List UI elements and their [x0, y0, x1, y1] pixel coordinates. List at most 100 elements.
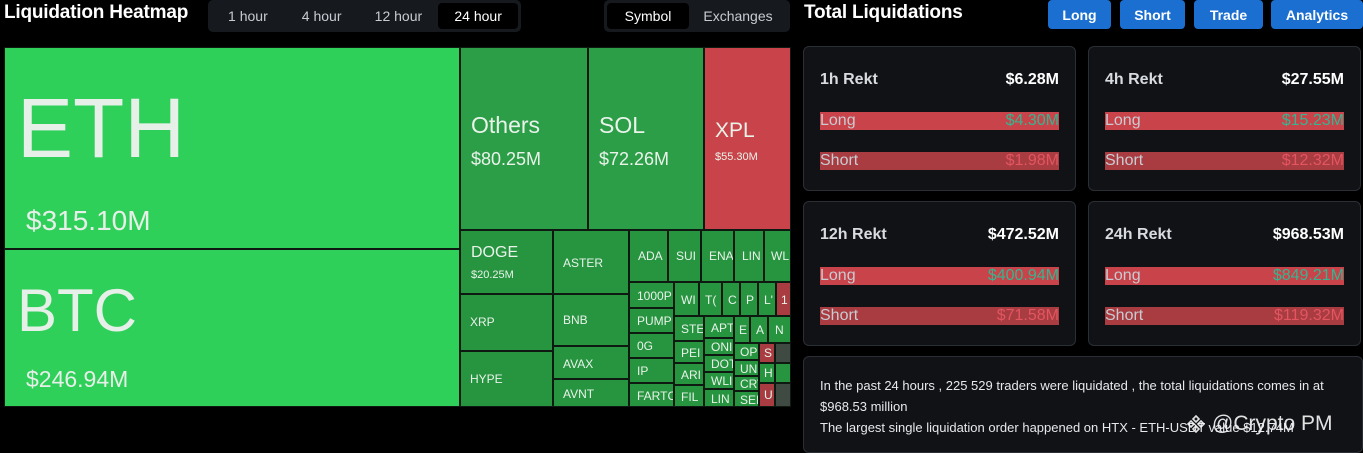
tile-sui[interactable]: SUI [668, 230, 701, 282]
tile-ada[interactable]: ADA [629, 230, 668, 282]
tile-symbol: XRP [470, 315, 495, 329]
analytics-button[interactable]: Analytics [1271, 0, 1363, 29]
tile-symbol: SUI [676, 249, 697, 263]
tile-l[interactable]: L' [758, 282, 776, 316]
tile-symbol: Others [471, 112, 541, 138]
tile-symbol: FIL [681, 390, 699, 404]
tile-symbol: P [746, 293, 755, 307]
tab-24-hour[interactable]: 24 hour [438, 3, 518, 29]
tile-u[interactable]: U [759, 383, 775, 407]
long-value: $4.30M [1005, 112, 1059, 129]
tile-misc-2[interactable] [775, 363, 791, 383]
card-12h-rekt: 12h Rekt $472.52M Long $400.94M Short $71.5… [803, 201, 1076, 346]
card-title: 1h Rekt [820, 71, 878, 88]
short-button[interactable]: Short [1120, 0, 1185, 29]
short-label: Short [1105, 307, 1144, 324]
trade-button[interactable]: Trade [1194, 0, 1263, 29]
tile-pump[interactable]: PUMP [629, 308, 674, 333]
tile-dot[interactable]: DOT [704, 355, 734, 372]
tile-ar[interactable]: ARI [674, 363, 704, 385]
tile-fartcoin[interactable]: FARTC [629, 383, 674, 407]
long-value: $15.23M [1281, 112, 1344, 129]
tile-symbol: APT [711, 321, 734, 335]
tile-ip[interactable]: IP [629, 358, 674, 383]
tile-s[interactable]: S [759, 343, 775, 363]
tile-symbol: XPL [715, 119, 755, 142]
tile-lin[interactable]: LIN [734, 230, 764, 282]
tile-avnt[interactable]: AVNT [553, 379, 629, 407]
tile-symbol: WI [681, 293, 696, 307]
card-total: $968.53M [1272, 226, 1344, 243]
tile-ena[interactable]: ENA [701, 230, 734, 282]
tile-eth[interactable]: ETH $315.10M [4, 47, 460, 249]
tile-t[interactable]: T( [699, 282, 722, 316]
tile-cr[interactable]: CRV [734, 376, 759, 391]
tab-4-hour[interactable]: 4 hour [301, 8, 342, 24]
long-button[interactable]: Long [1048, 0, 1111, 29]
tile-others[interactable]: Others $80.25M [460, 47, 588, 230]
tile-symbol: L' [764, 293, 773, 307]
tab-12-hour[interactable]: 12 hour [374, 8, 423, 24]
tile-symbol: BNB [563, 313, 588, 327]
tile-misc-3[interactable] [775, 383, 791, 407]
tile-wl[interactable]: WL [764, 230, 791, 282]
tile-sei[interactable]: SEI [734, 391, 759, 407]
tile-symbol: 1 [781, 293, 788, 307]
tile-avax[interactable]: AVAX [553, 346, 629, 379]
view-mode-selector: Symbol Exchanges [604, 0, 790, 32]
tile-aster[interactable]: ASTER [553, 230, 629, 294]
tile-ond[interactable]: ONI [704, 338, 734, 355]
tile-n[interactable]: N [768, 316, 791, 343]
tile-0g[interactable]: 0G [629, 333, 674, 358]
tile-value: $80.25M [471, 149, 542, 169]
tile-lin-2[interactable]: LIN [704, 389, 734, 407]
tile-e[interactable]: E [734, 316, 750, 343]
card-4h-rekt: 4h Rekt $27.55M Long $15.23M Short $12.32M [1088, 46, 1361, 191]
tile-misc-1[interactable] [775, 343, 791, 363]
tile-ste[interactable]: STE [674, 316, 704, 341]
tile-symbol: PUMP [637, 314, 672, 328]
tile-h[interactable]: H [759, 363, 775, 383]
binance-logo-icon [1186, 414, 1206, 434]
tile-fil[interactable]: FIL [674, 385, 704, 407]
tab-1-hour[interactable]: 1 hour [228, 8, 268, 24]
tile-symbol: DOT [711, 357, 734, 371]
tile-wi[interactable]: WI [674, 282, 699, 316]
card-24h-rekt: 24h Rekt $968.53M Long $849.21M Short $119.… [1088, 201, 1361, 346]
tile-symbol: DOGE [471, 244, 519, 261]
tile-apt[interactable]: APT [704, 316, 734, 338]
tile-wld[interactable]: WLI [704, 372, 734, 389]
time-range-selector: 1 hour 4 hour 12 hour 24 hour [208, 0, 521, 32]
watermark-text: @Crypto PM [1212, 412, 1333, 435]
tile-xpl[interactable]: XPL $55.30M [704, 47, 791, 230]
tile-value: $315.10M [26, 205, 151, 236]
tile-btc[interactable]: BTC $246.94M [4, 249, 460, 407]
card-total: $6.28M [1005, 71, 1059, 88]
tile-symbol: S [764, 346, 773, 360]
card-total: $27.55M [1281, 71, 1344, 88]
tile-symbol: HYPE [470, 372, 503, 386]
tile-sol[interactable]: SOL $72.26M [588, 47, 704, 230]
tile-hype[interactable]: HYPE [460, 351, 553, 407]
tile-symbol: 1000P [637, 289, 672, 303]
tile-symbol: LIN [711, 392, 730, 406]
tile-1[interactable]: 1 [776, 282, 791, 316]
tile-p[interactable]: P [740, 282, 758, 316]
tile-op[interactable]: OP [734, 343, 759, 360]
tile-a[interactable]: A [750, 316, 768, 343]
tile-symbol: SEI [740, 393, 759, 407]
tile-doge[interactable]: DOGE $20.25M [460, 230, 553, 294]
tile-1000p[interactable]: 1000P [629, 282, 674, 308]
tile-symbol: 0G [637, 339, 654, 353]
tile-c[interactable]: C [722, 282, 740, 316]
tile-symbol: AVNT [563, 387, 595, 401]
tile-un[interactable]: UNI [734, 360, 759, 376]
short-label: Short [820, 307, 859, 324]
tab-symbol[interactable]: Symbol [607, 3, 689, 29]
tile-xrp[interactable]: XRP [460, 294, 553, 351]
liquidation-treemap: ETH $315.10M BTC $246.94M Others $80.25M… [4, 47, 791, 407]
tile-bnb[interactable]: BNB [553, 294, 629, 346]
card-title: 4h Rekt [1105, 71, 1163, 88]
tab-exchanges[interactable]: Exchanges [703, 8, 773, 24]
tile-pe[interactable]: PEI [674, 341, 704, 363]
